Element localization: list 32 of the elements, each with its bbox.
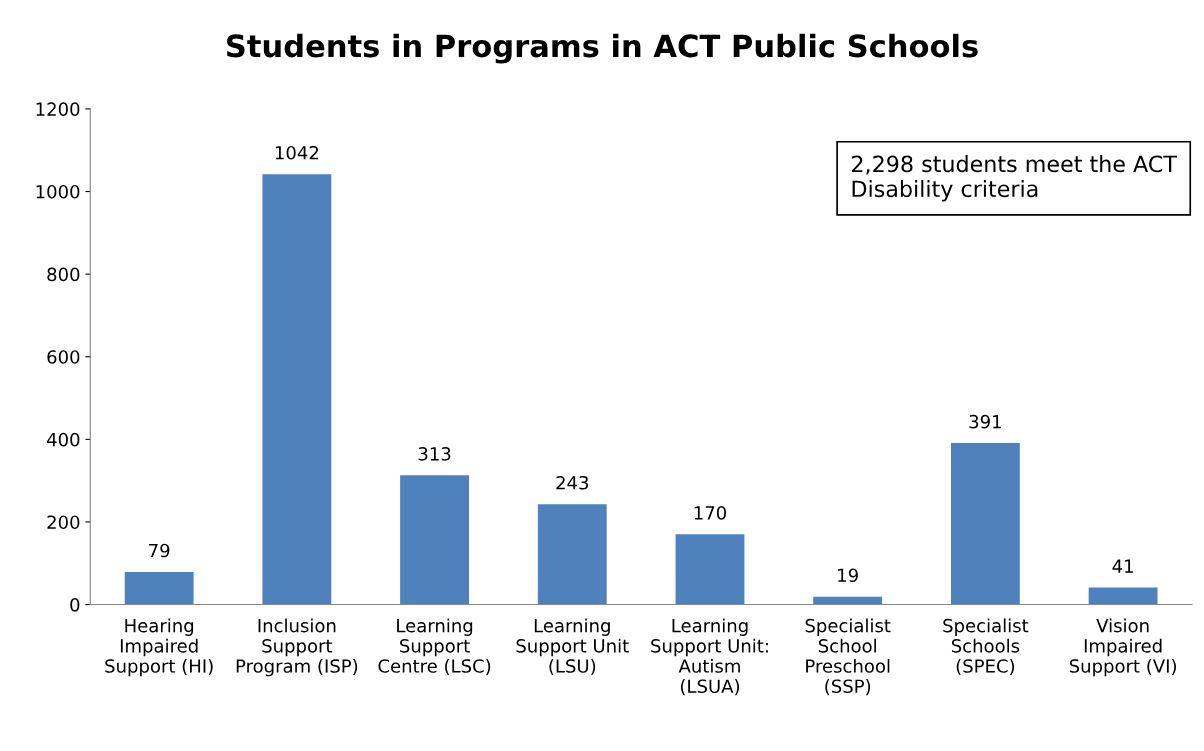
bar [950,443,1020,605]
x-tick-label: Learning Support Unit (LSU) [516,618,629,675]
bar [1088,587,1158,605]
data-label: 19 [838,568,858,583]
y-tick-label: 0 [70,598,80,612]
y-tick-label: 600 [47,350,80,364]
data-label: 313 [418,447,451,461]
data-label: 1042 [275,145,319,160]
x-tick-label: Hearing Impaired Support (HI) [105,618,213,677]
data-label: 79 [149,543,170,558]
x-tick-label: Vision Impaired Support (VI) [1069,618,1176,677]
bar [124,571,194,605]
y-tick-label: 400 [47,432,80,447]
y-tick-label: 200 [47,515,80,530]
data-label: 391 [969,414,1001,429]
bar [537,504,607,605]
x-tick-label: Learning Support Centre (LSC) [378,618,491,675]
data-label: 41 [1112,559,1133,573]
x-tick-label: Learning Support Unit: Autism (LSUA) [651,618,768,696]
bar [400,475,469,605]
bar [262,174,332,605]
data-label: 170 [694,506,727,520]
y-tick-label: 1000 [36,184,80,199]
data-label: 243 [556,475,589,490]
y-tick-label: 1200 [36,102,80,117]
y-tick-label: 800 [47,267,80,282]
x-tick-label: Specialist Schools (SPEC) [943,618,1029,675]
chart-title: Students in Programs in ACT Public Schools [227,33,978,64]
x-tick-label: Inclusion Support Program (ISP) [236,618,358,677]
annotation: 2,298 students meet the ACT Disability criteria [852,155,1177,202]
x-tick-label: Specialist School Preschool (SSP) [805,618,891,696]
bar [675,534,745,605]
